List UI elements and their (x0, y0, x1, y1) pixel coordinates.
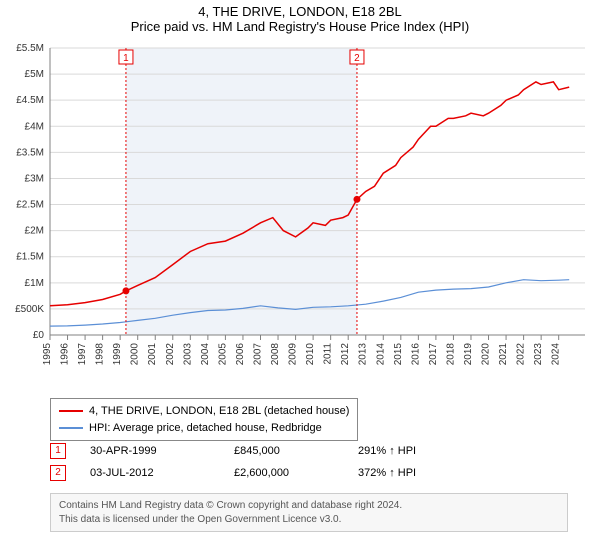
svg-text:£4M: £4M (25, 121, 44, 132)
footer-line: Contains HM Land Registry data © Crown c… (59, 499, 559, 513)
transaction-row: 1 30-APR-1999 £845,000 291% ↑ HPI (50, 440, 550, 462)
svg-text:£3.5M: £3.5M (16, 147, 44, 158)
svg-text:2016: 2016 (410, 343, 421, 366)
svg-text:2005: 2005 (217, 343, 228, 366)
svg-text:2000: 2000 (130, 343, 141, 366)
chart-svg: £0 £500K £1M £1.5M £2M £2.5M £3M £3.5M £4M £4.5M £… (0, 40, 600, 390)
transaction-date: 03-JUL-2012 (90, 467, 230, 479)
footer-attribution: Contains HM Land Registry data © Crown c… (50, 493, 568, 532)
svg-text:£2M: £2M (25, 226, 44, 237)
legend-row: HPI: Average price, detached house, Redb… (59, 420, 349, 437)
svg-text:2014: 2014 (375, 343, 386, 366)
svg-text:£1.5M: £1.5M (16, 252, 44, 263)
svg-text:2015: 2015 (393, 343, 404, 366)
svg-text:2013: 2013 (358, 343, 369, 366)
svg-text:£2.5M: £2.5M (16, 200, 44, 211)
legend: 4, THE DRIVE, LONDON, E18 2BL (detached … (50, 398, 358, 441)
svg-text:£5M: £5M (25, 69, 44, 80)
svg-text:2010: 2010 (305, 343, 316, 366)
svg-text:1997: 1997 (77, 343, 88, 366)
chart-container: 4, THE DRIVE, LONDON, E18 2BL Price paid… (0, 0, 600, 560)
footer-line: This data is licensed under the Open Gov… (59, 513, 559, 527)
svg-text:2021: 2021 (498, 343, 509, 366)
svg-text:2017: 2017 (428, 343, 439, 366)
svg-text:2022: 2022 (516, 343, 527, 366)
transaction-pct: 291% ↑ HPI (358, 445, 478, 457)
svg-text:£1M: £1M (25, 278, 44, 289)
svg-text:2007: 2007 (252, 343, 263, 366)
svg-text:2012: 2012 (340, 343, 351, 366)
svg-text:2018: 2018 (445, 343, 456, 366)
svg-text:£0: £0 (33, 330, 45, 341)
legend-label: HPI: Average price, detached house, Redb… (89, 420, 322, 437)
svg-text:1: 1 (123, 53, 129, 64)
svg-text:2001: 2001 (147, 343, 158, 366)
transaction-pct: 372% ↑ HPI (358, 467, 478, 479)
svg-text:2011: 2011 (323, 343, 334, 365)
svg-text:£4.5M: £4.5M (16, 95, 44, 106)
svg-text:2002: 2002 (165, 343, 176, 366)
svg-text:1999: 1999 (112, 343, 123, 366)
svg-text:2: 2 (354, 53, 360, 64)
chart-area: £0 £500K £1M £1.5M £2M £2.5M £3M £3.5M £4M £4.5M £… (0, 40, 600, 390)
svg-text:£3M: £3M (25, 173, 44, 184)
transaction-price: £845,000 (234, 445, 354, 457)
transaction-marker: 1 (50, 443, 66, 459)
legend-swatch (59, 410, 83, 412)
svg-text:2024: 2024 (551, 343, 562, 366)
svg-text:2006: 2006 (235, 343, 246, 366)
svg-text:2009: 2009 (288, 343, 299, 366)
svg-text:1995: 1995 (42, 343, 53, 366)
title-area: 4, THE DRIVE, LONDON, E18 2BL Price paid… (0, 0, 600, 34)
transaction-marker: 2 (50, 465, 66, 481)
svg-text:2020: 2020 (481, 343, 492, 366)
legend-row: 4, THE DRIVE, LONDON, E18 2BL (detached … (59, 403, 349, 420)
svg-text:1998: 1998 (95, 343, 106, 366)
title-subtitle: Price paid vs. HM Land Registry's House … (0, 19, 600, 34)
svg-text:2023: 2023 (533, 343, 544, 366)
svg-text:£500K: £500K (15, 304, 44, 315)
transactions-table: 1 30-APR-1999 £845,000 291% ↑ HPI 2 03-J… (50, 440, 550, 484)
svg-text:2003: 2003 (182, 343, 193, 366)
svg-text:2004: 2004 (200, 343, 211, 366)
svg-text:£5.5M: £5.5M (16, 43, 44, 54)
title-address: 4, THE DRIVE, LONDON, E18 2BL (0, 4, 600, 19)
svg-text:1996: 1996 (60, 343, 71, 366)
svg-text:2008: 2008 (270, 343, 281, 366)
transaction-row: 2 03-JUL-2012 £2,600,000 372% ↑ HPI (50, 462, 550, 484)
legend-swatch (59, 427, 83, 429)
transaction-price: £2,600,000 (234, 467, 354, 479)
transaction-date: 30-APR-1999 (90, 445, 230, 457)
legend-label: 4, THE DRIVE, LONDON, E18 2BL (detached … (89, 403, 349, 420)
svg-text:2019: 2019 (463, 343, 474, 366)
